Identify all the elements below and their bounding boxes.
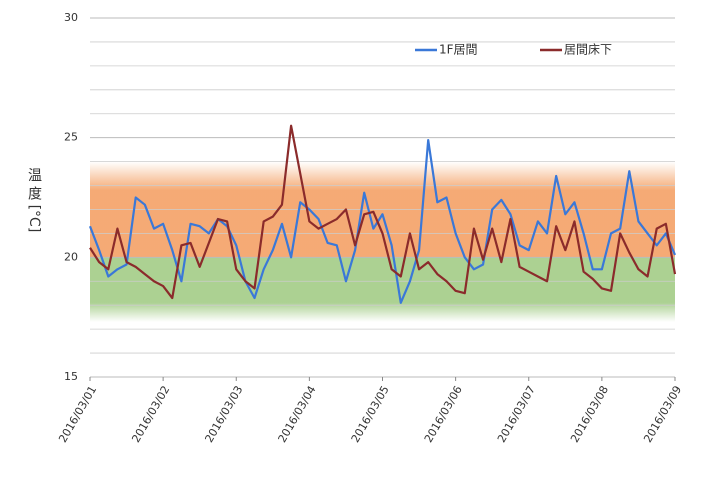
x-tick-label: 2016/03/07 xyxy=(495,384,538,445)
y-axis-label: 温 度 [°C] xyxy=(26,168,42,233)
x-tick-label: 2016/03/04 xyxy=(276,384,319,445)
x-tick-label: 2016/03/01 xyxy=(56,384,99,445)
x-tick-label: 2016/03/06 xyxy=(422,384,465,445)
y-tick-label: 20 xyxy=(64,250,78,263)
x-tick-label: 2016/03/09 xyxy=(641,384,684,445)
x-tick-label: 2016/03/08 xyxy=(568,384,611,445)
comfort-band xyxy=(90,257,675,322)
x-tick-label: 2016/03/02 xyxy=(129,384,172,445)
y-tick-label: 25 xyxy=(64,131,78,144)
x-tick-label: 2016/03/03 xyxy=(202,384,245,445)
y-tick-label: 30 xyxy=(64,11,78,24)
series-line xyxy=(89,124,677,300)
y-tick-label: 15 xyxy=(64,370,78,383)
x-tick-label: 2016/03/05 xyxy=(349,384,392,445)
legend-label: 1F居間 xyxy=(439,43,478,57)
legend-label: 居間床下 xyxy=(564,43,612,57)
